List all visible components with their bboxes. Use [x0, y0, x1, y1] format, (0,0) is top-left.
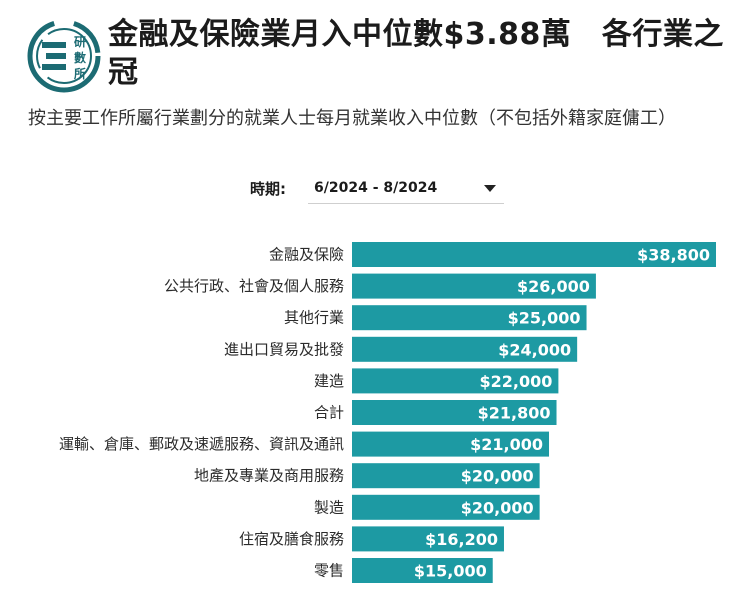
bar-2	[352, 305, 587, 331]
period-label: 時期:	[250, 180, 286, 198]
category-label-10: 零售	[314, 562, 344, 580]
category-label-6: 運輸、倉庫、郵政及速遞服務、資訊及通訊	[59, 435, 344, 453]
value-label-10: $15,000	[414, 562, 487, 581]
value-label-0: $38,800	[637, 246, 710, 265]
bar-10	[352, 558, 493, 583]
svg-text:所: 所	[74, 66, 86, 81]
value-label-4: $22,000	[480, 372, 553, 391]
value-label-1: $26,000	[517, 277, 590, 296]
bar-1	[352, 273, 596, 299]
bar-5	[352, 400, 557, 425]
chart-subtitle: 按主要工作所屬行業劃分的就業人士每月就業收入中位數（不包括外籍家庭傭工）	[28, 108, 676, 129]
category-label-2: 其他行業	[284, 309, 344, 327]
category-label-3: 進出口貿易及批發	[224, 340, 344, 358]
bar-8	[352, 494, 540, 520]
period-selected-value: 6/2024 - 8/2024	[314, 180, 438, 196]
bar-4	[352, 368, 559, 394]
svg-text:數: 數	[74, 50, 86, 65]
category-label-8: 製造	[314, 498, 344, 516]
value-label-9: $16,200	[425, 530, 498, 549]
category-label-7: 地產及專業及商用服務	[194, 467, 344, 485]
bar-3	[352, 336, 578, 362]
category-label-9: 住宿及膳食服務	[239, 530, 344, 548]
category-label-4: 建造	[314, 372, 344, 390]
bar-0	[352, 242, 716, 267]
bar-9	[352, 526, 504, 552]
bar-chart: 金融及保險 $38,800 公共行政、社會及個人服務 $26,000 其他行業 $25,0…	[59, 242, 716, 583]
category-label-1: 公共行政、社會及個人服務	[164, 277, 344, 295]
svg-text:研: 研	[74, 35, 86, 49]
bar-6	[352, 431, 550, 457]
chart-title: 金融及保險業月入中位數$3.88萬 各行業之冠	[108, 17, 724, 90]
research-institute-logo: 研 數 所	[27, 19, 101, 93]
bar-7	[352, 463, 540, 489]
value-label-2: $25,000	[508, 309, 581, 328]
chevron-down-icon[interactable]	[484, 185, 496, 192]
value-label-7: $20,000	[461, 467, 534, 486]
value-label-3: $24,000	[498, 340, 571, 359]
category-label-0: 金融及保險	[269, 246, 344, 264]
value-label-8: $20,000	[461, 498, 534, 517]
value-label-6: $21,000	[470, 435, 543, 454]
category-label-5: 合計	[314, 404, 344, 422]
period-dropdown[interactable]: 6/2024 - 8/2024	[308, 174, 504, 204]
value-label-5: $21,800	[478, 404, 551, 423]
